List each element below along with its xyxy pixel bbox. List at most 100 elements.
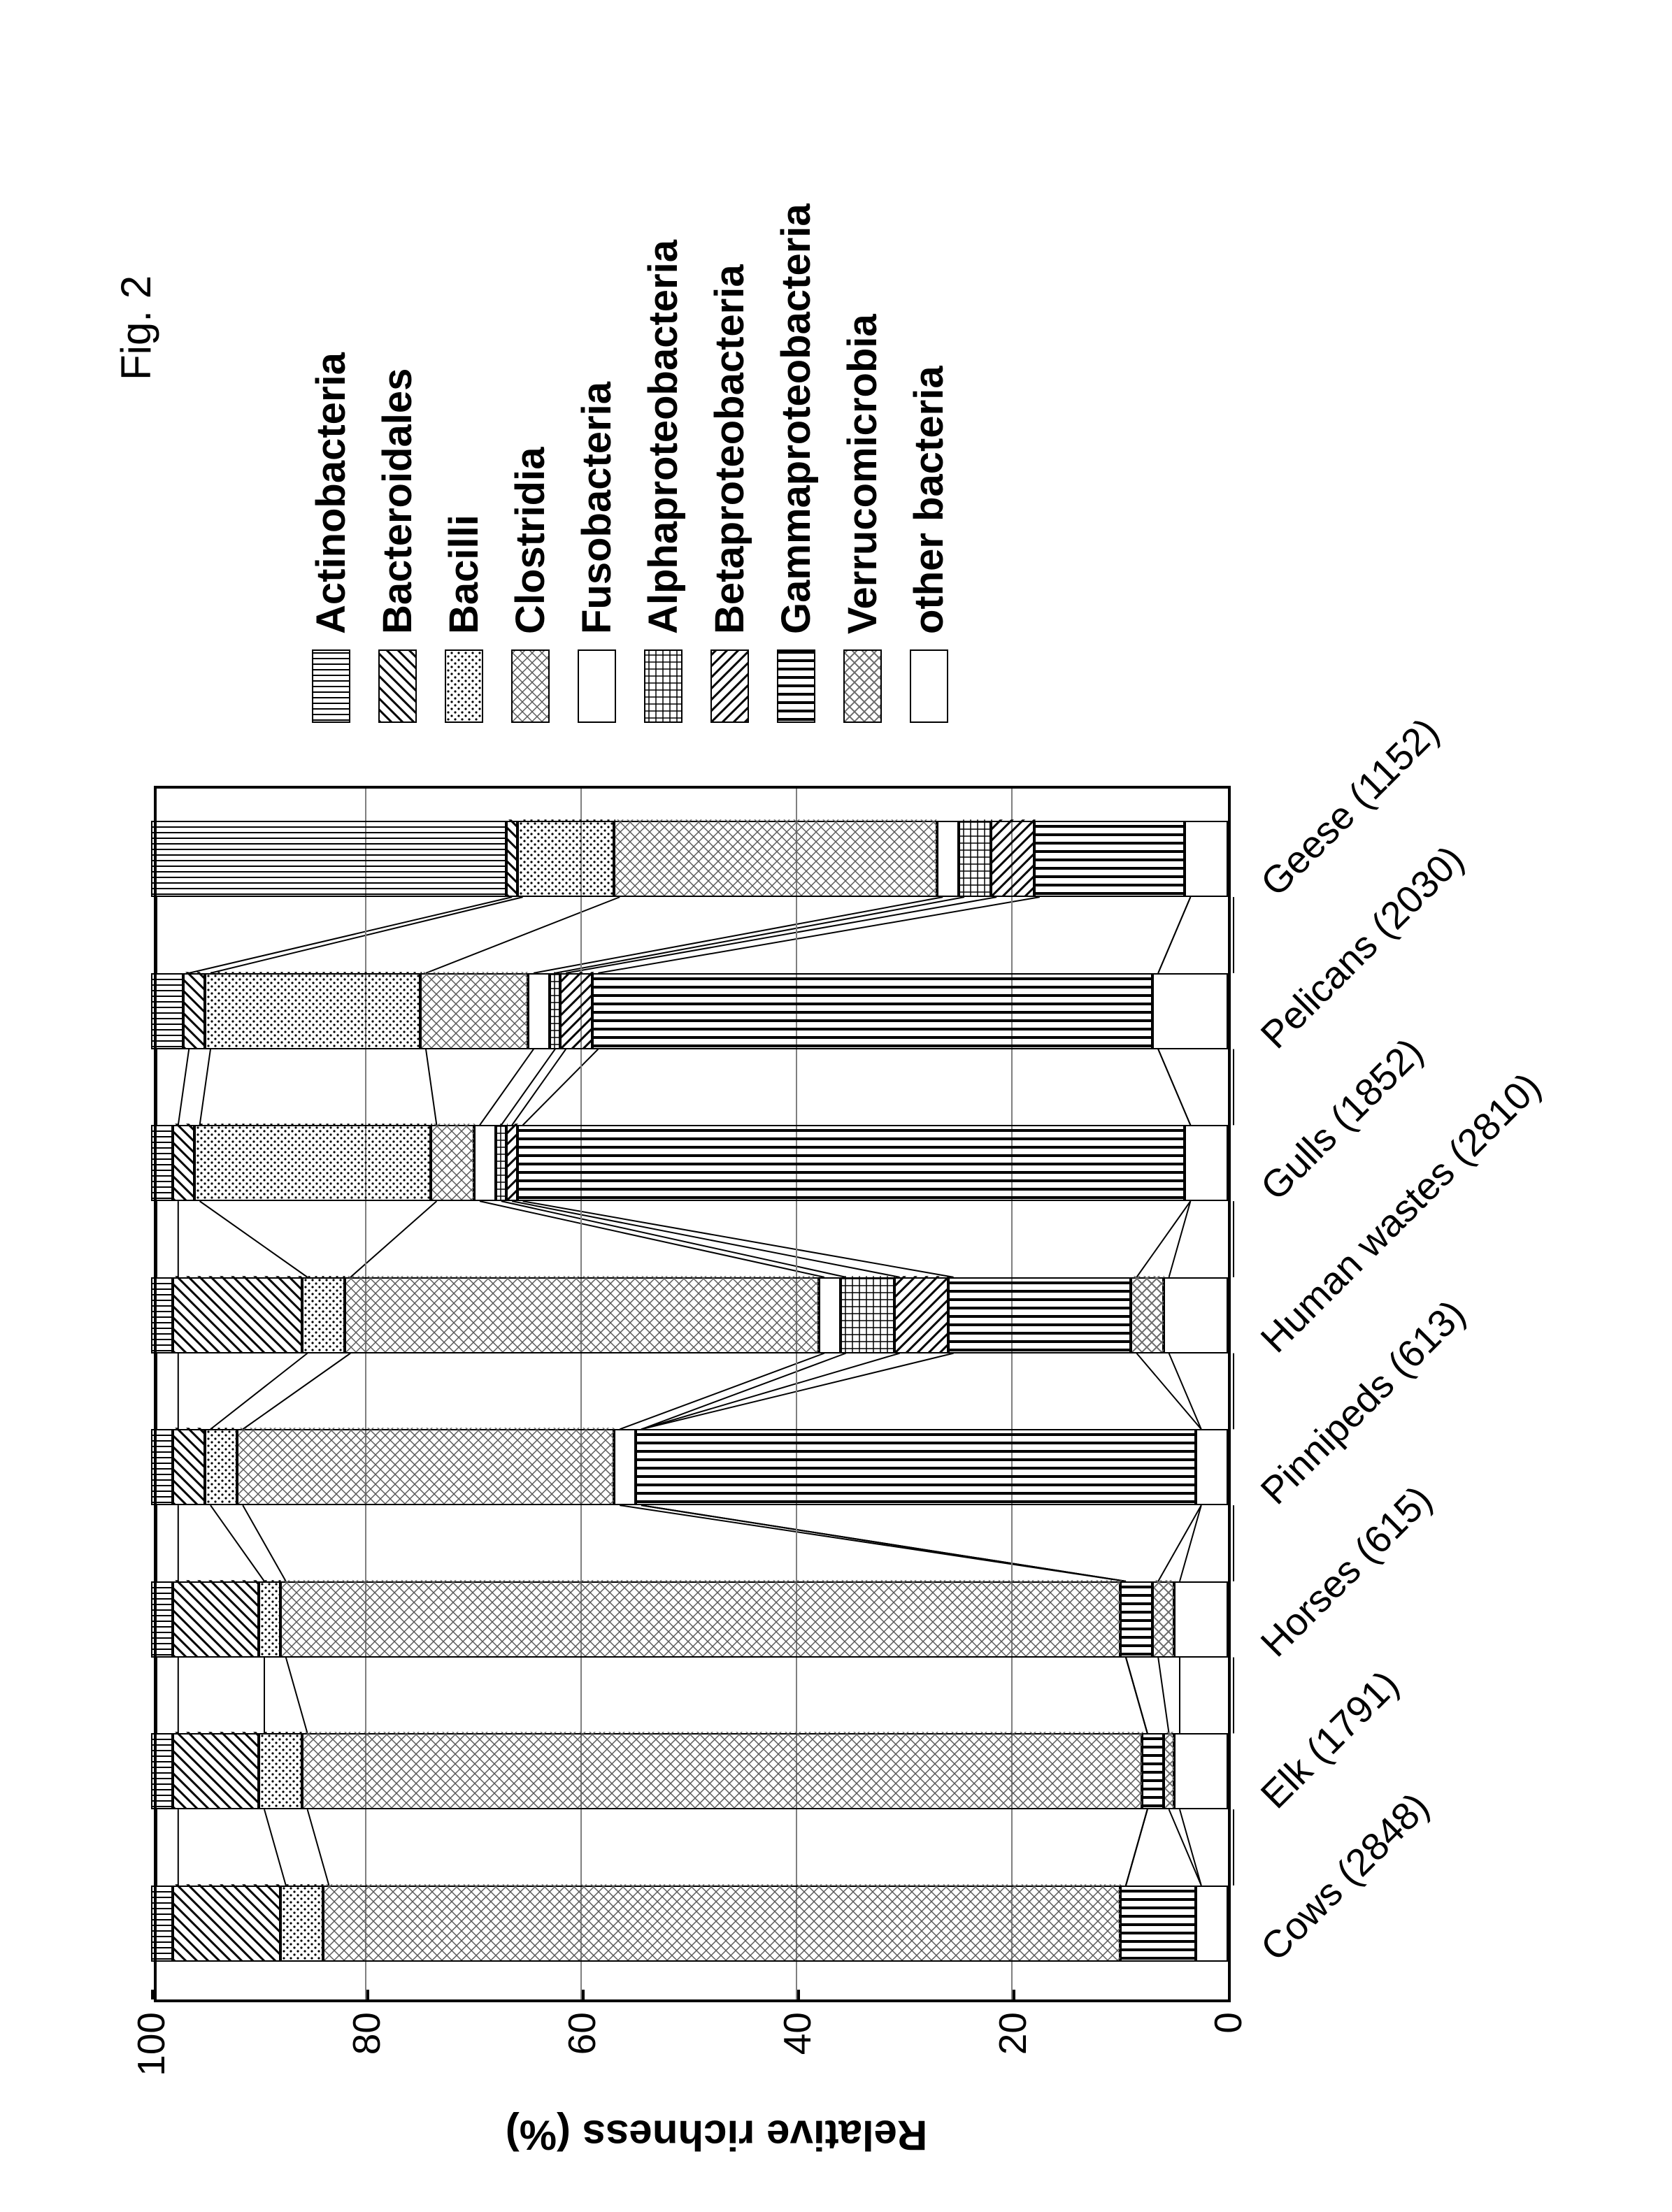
bar-segment-fill xyxy=(206,1428,238,1504)
bar-segment-bacteroidales xyxy=(173,1581,259,1658)
connector-line xyxy=(1180,1505,1201,1581)
bar-segment-alphaproteobacteria xyxy=(959,821,991,897)
bar-segment-fill xyxy=(476,1123,497,1200)
legend-swatch xyxy=(312,649,350,723)
bar-segment-bacilli xyxy=(259,1581,280,1658)
connector-line xyxy=(1126,1658,1148,1734)
bar-segment-clostridia xyxy=(614,821,937,897)
legend-swatch xyxy=(445,649,483,723)
connector-line xyxy=(308,1809,329,1886)
gridline xyxy=(1011,789,1013,1999)
legend-item-bacteroidales: Bacteroidales xyxy=(374,203,421,723)
connector-line xyxy=(523,1049,599,1126)
connector-line xyxy=(1158,1505,1201,1581)
connector-line xyxy=(512,1201,899,1277)
bar-segment-fill xyxy=(174,1276,303,1352)
connector-line xyxy=(210,1353,308,1430)
legend-swatch xyxy=(578,649,616,723)
bar-segment-clostridia xyxy=(280,1581,1120,1658)
connector-line xyxy=(555,897,964,973)
connector-line xyxy=(620,1353,824,1430)
connector-line xyxy=(243,1353,350,1430)
legend-label: Clostridia xyxy=(507,447,554,635)
bar-segment-fill xyxy=(1176,1580,1229,1656)
gridline xyxy=(365,789,366,1999)
bar-segment-actinobacteria xyxy=(151,1733,173,1809)
legend-swatch xyxy=(644,649,683,723)
bar-segment-fill xyxy=(594,972,1154,1048)
bar-segment-fill xyxy=(282,1580,1122,1656)
connector-line xyxy=(1126,1809,1148,1886)
connector-line xyxy=(1180,1809,1201,1886)
bar-segment-fill xyxy=(174,1428,206,1504)
legend-swatch xyxy=(511,649,550,723)
bar-segment-other xyxy=(1174,1581,1228,1658)
bar-segment-fill xyxy=(960,819,992,896)
bar-segment-fill xyxy=(152,1123,174,1200)
legend-label: Bacteroidales xyxy=(374,368,421,634)
bar-segment-fill xyxy=(185,972,206,1048)
bar-segment-fill xyxy=(1132,1276,1164,1352)
connector-line xyxy=(1169,1353,1201,1430)
y-tick: 60 xyxy=(559,1999,604,2055)
connector-line xyxy=(1158,897,1190,973)
legend-item-bacilli: Bacilli xyxy=(441,203,487,723)
bar-segment-other xyxy=(1196,1886,1228,1962)
bar-segment-fusobacteria xyxy=(474,1125,496,1201)
connector-line xyxy=(243,1505,286,1581)
bar-segment-bacilli xyxy=(302,1277,345,1353)
figure-title: Fig. 2 xyxy=(112,275,160,380)
bar-segment-clostridia xyxy=(237,1429,614,1505)
bar-segment-clostridia xyxy=(431,1125,474,1201)
connector-line xyxy=(189,897,512,973)
bar-segment-other xyxy=(1185,821,1228,897)
bar-segment-fill xyxy=(1154,972,1229,1048)
bar-segment-fill xyxy=(346,1276,820,1352)
bar-segment-other xyxy=(1185,1125,1228,1201)
series-connectors xyxy=(157,783,1234,1999)
legend-item-actinobacteria: Actinobacteria xyxy=(308,203,355,723)
legend-swatch xyxy=(843,649,882,723)
bar-segment-clostridia xyxy=(302,1733,1142,1809)
bar-segment-fill xyxy=(174,1123,196,1200)
bar-segment-fill xyxy=(1186,1123,1229,1200)
bar-segment-actinobacteria xyxy=(151,821,506,897)
bar-segment-fill xyxy=(324,1884,1122,1960)
connector-line xyxy=(1126,1809,1148,1886)
bar-segment-fill xyxy=(562,972,594,1048)
bar-segment-fusobacteria xyxy=(614,1429,636,1505)
bar-column xyxy=(151,1581,1228,1658)
bar-segment-clostridia xyxy=(420,973,528,1049)
legend-item-other: other bacteria xyxy=(906,203,952,723)
connector-line xyxy=(480,1049,534,1126)
connector-line xyxy=(501,1201,846,1277)
connector-line xyxy=(210,897,523,973)
connector-line xyxy=(1158,1049,1190,1126)
legend-swatch xyxy=(910,649,948,723)
bar-segment-bacilli xyxy=(205,1429,237,1505)
bar-segment-verrucomicrobia xyxy=(1152,1581,1174,1658)
legend-label: Betaproteobacteria xyxy=(706,264,753,634)
y-tick: 40 xyxy=(775,1999,820,2055)
connector-line xyxy=(641,1353,954,1430)
connector-line xyxy=(1169,1809,1201,1886)
legend-label: Bacilli xyxy=(441,515,487,634)
bar-column xyxy=(151,973,1228,1049)
bar-segment-fill xyxy=(1197,1428,1229,1504)
bar-segment-gammaproteobacteria xyxy=(636,1429,1196,1505)
connector-line xyxy=(1126,1658,1148,1734)
bar-segment-other xyxy=(1174,1733,1228,1809)
bar-segment-fill xyxy=(174,1732,260,1808)
bar-segment-fill xyxy=(238,1428,615,1504)
legend-label: Fusobacteria xyxy=(573,382,620,634)
bar-segment-bacilli xyxy=(517,821,615,897)
legend-item-verrucomicrobia: Verrucomicrobia xyxy=(839,203,886,723)
bar-segment-fill xyxy=(615,819,938,896)
bar-segment-fill xyxy=(196,1123,433,1200)
bar-segment-fill xyxy=(303,1276,347,1352)
bar-segment-fill xyxy=(519,1123,1187,1200)
bar-segment-bacilli xyxy=(194,1125,431,1201)
bar-segment-fill xyxy=(152,819,508,896)
bar-segment-fill xyxy=(992,819,1036,896)
bar-segment-actinobacteria xyxy=(151,1886,173,1962)
